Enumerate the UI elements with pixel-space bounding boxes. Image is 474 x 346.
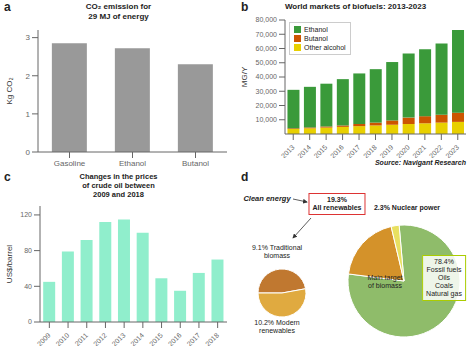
svg-text:2010: 2010	[55, 331, 71, 346]
html-text:Butanol: Butanol	[304, 35, 328, 42]
svg-text:1: 1	[26, 110, 31, 119]
svg-text:2014: 2014	[129, 331, 145, 346]
svg-text:2021: 2021	[411, 143, 427, 158]
svg-text:2013: 2013	[280, 143, 296, 158]
svg-text:2016: 2016	[329, 143, 345, 158]
svg-text:70,000: 70,000	[256, 31, 278, 38]
svg-text:2019: 2019	[378, 143, 394, 158]
html-text:World markets of biofuels: 201: World markets of biofuels: 2013-2023	[284, 2, 427, 11]
svg-text:Gasoline: Gasoline	[54, 159, 86, 168]
svg-text:20,000: 20,000	[256, 102, 278, 109]
svg-text:40,000: 40,000	[256, 73, 278, 80]
svg-text:2015: 2015	[148, 331, 164, 346]
svg-text:2016: 2016	[167, 331, 183, 346]
html-text:Other alcohol: Other alcohol	[304, 44, 346, 51]
html-text:c: c	[4, 170, 11, 184]
svg-text:US$/barrel: US$/barrel	[8, 245, 14, 283]
html-text:19.3% All renewables: 19.3% All renewables	[312, 196, 362, 211]
svg-text:80: 80	[24, 247, 32, 254]
svg-text:30,000: 30,000	[256, 88, 278, 95]
svg-text:50,000: 50,000	[256, 59, 278, 66]
svg-text:2018: 2018	[204, 331, 220, 346]
svg-text:60,000: 60,000	[256, 45, 278, 52]
svg-text:Ethanol: Ethanol	[119, 159, 146, 168]
html-text:Source: Navigant Research: Source: Navigant Research	[375, 159, 466, 166]
svg-text:2018: 2018	[362, 143, 378, 158]
html-text:9.1% Traditional biomass: 9.1% Traditional biomass	[251, 244, 303, 259]
html-text:10.2% Modern renewables: 10.2% Modern renewables	[254, 319, 300, 334]
svg-text:Kg CO₂: Kg CO₂	[8, 77, 14, 104]
html-text:Main target of biomass: Main target of biomass	[367, 274, 403, 289]
svg-text:2020: 2020	[395, 143, 411, 158]
html-text:a: a	[4, 0, 11, 14]
svg-text:3: 3	[26, 33, 31, 42]
svg-text:120: 120	[20, 211, 32, 218]
svg-text:2: 2	[26, 72, 31, 81]
svg-text:2012: 2012	[92, 331, 108, 346]
svg-text:2022: 2022	[428, 143, 444, 158]
svg-text:2014: 2014	[296, 143, 312, 158]
svg-text:2015: 2015	[313, 143, 329, 158]
html-text:2.3% Nuclear power: 2.3% Nuclear power	[373, 204, 441, 211]
html-text:78.4% Fossil fuels Oils Coals: 78.4% Fossil fuels Oils Coals Natural ga…	[426, 258, 462, 297]
svg-text:0: 0	[28, 318, 32, 325]
svg-text:2017: 2017	[346, 143, 362, 158]
svg-text:2009: 2009	[36, 331, 52, 346]
html-text:Ethanol: Ethanol	[304, 26, 328, 33]
svg-text:40: 40	[24, 283, 32, 290]
html-text:CO₂ emission for 29 MJ of ener: CO₂ emission for 29 MJ of energy	[85, 2, 152, 21]
svg-text:2017: 2017	[185, 331, 201, 346]
html-text:Clean energy: Clean energy	[243, 193, 291, 203]
html-text:b: b	[241, 0, 249, 14]
svg-text:2011: 2011	[74, 331, 90, 346]
html-text:d: d	[241, 170, 249, 184]
svg-text:0: 0	[26, 148, 31, 157]
svg-text:2023: 2023	[444, 143, 460, 158]
svg-text:10,000: 10,000	[256, 116, 278, 123]
html-text:Changes in the prices of crude: Changes in the prices of crude oil betwe…	[79, 172, 158, 199]
svg-text:MG/Y: MG/Y	[240, 66, 249, 87]
svg-text:80,000: 80,000	[256, 16, 278, 23]
svg-text:2013: 2013	[111, 331, 127, 346]
svg-text:Butanol: Butanol	[182, 159, 209, 168]
